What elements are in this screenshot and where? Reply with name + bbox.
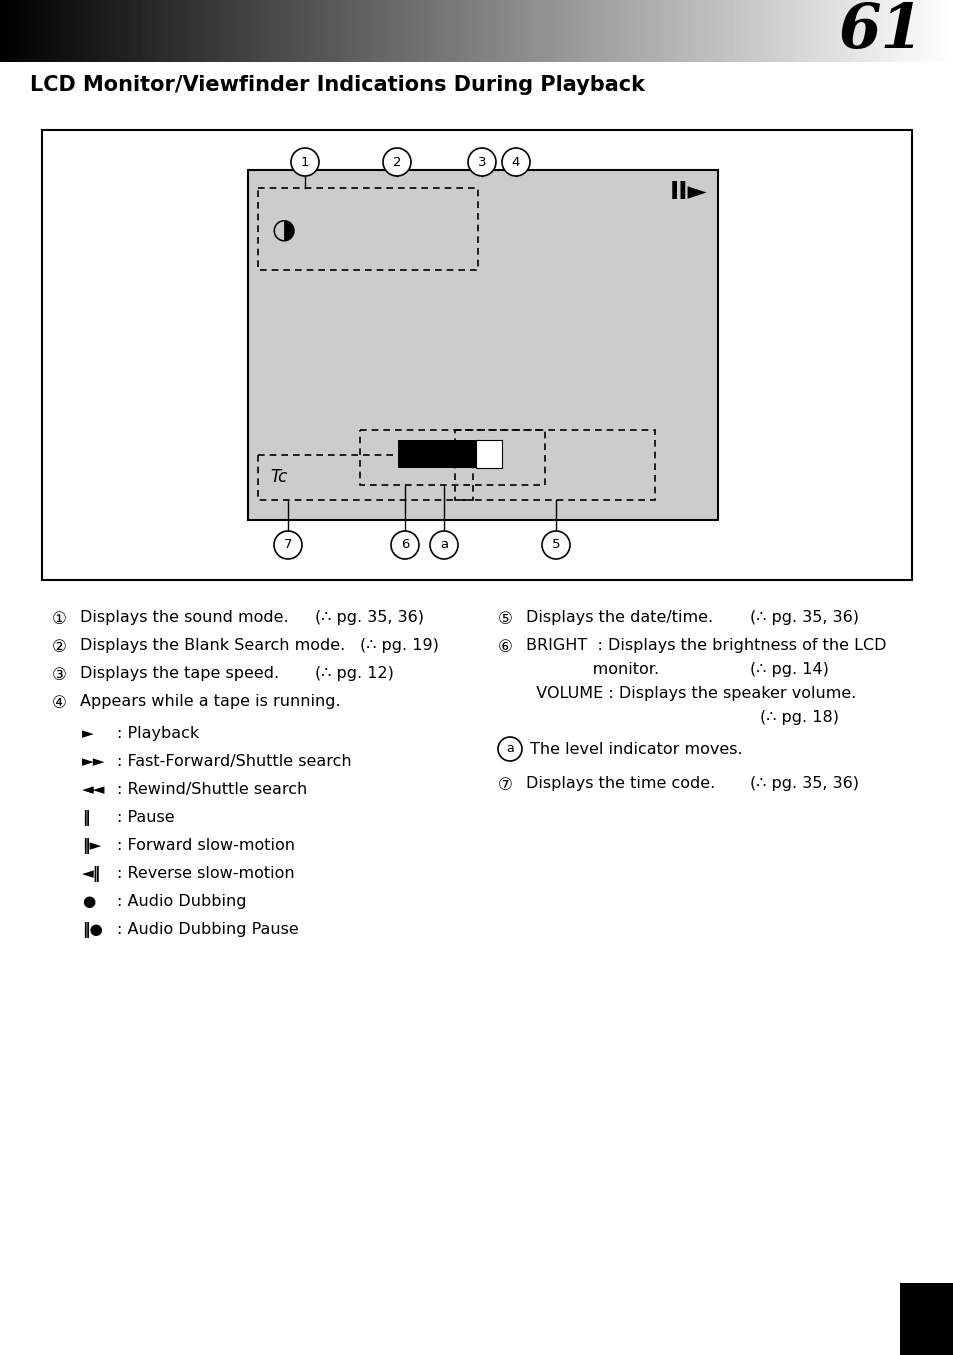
Text: LCD Monitor/Viewfinder Indications During Playback: LCD Monitor/Viewfinder Indications Durin… [30,75,644,95]
Text: ⑤: ⑤ [497,610,513,627]
Text: ①: ① [52,610,67,627]
Text: Displays the Blank Search mode.: Displays the Blank Search mode. [80,638,345,653]
Text: ►: ► [82,726,93,741]
Text: 1: 1 [300,156,309,168]
Text: ‖●: ‖● [82,921,103,938]
Text: ‖►: ‖► [82,837,101,854]
Circle shape [541,531,569,560]
Text: : Forward slow-motion: : Forward slow-motion [117,837,294,854]
Circle shape [497,737,521,762]
Text: a: a [439,538,448,551]
Text: (∴ pg. 35, 36): (∴ pg. 35, 36) [749,610,858,625]
Circle shape [430,531,457,560]
Text: ►►: ►► [82,753,106,770]
Text: 6: 6 [400,538,409,551]
Circle shape [382,148,411,176]
Text: : Reverse slow-motion: : Reverse slow-motion [117,866,294,881]
Text: Displays the time code.: Displays the time code. [525,776,715,791]
Text: Tc: Tc [270,469,287,486]
Circle shape [391,531,418,560]
Text: (∴ pg. 14): (∴ pg. 14) [749,663,828,678]
Text: (∴ pg. 19): (∴ pg. 19) [359,638,438,653]
Text: : Pause: : Pause [117,810,174,825]
Text: ‖: ‖ [82,810,90,827]
Text: : Fast-Forward/Shuttle search: : Fast-Forward/Shuttle search [117,753,352,770]
Text: (∴ pg. 35, 36): (∴ pg. 35, 36) [749,776,858,791]
Text: ②: ② [52,638,67,656]
Text: Appears while a tape is running.: Appears while a tape is running. [80,694,340,709]
Bar [248,169,718,520]
Text: monitor.: monitor. [525,663,659,678]
Text: The level indicator moves.: The level indicator moves. [530,743,741,757]
Text: ◄◄: ◄◄ [82,782,106,797]
Text: ⑦: ⑦ [497,776,513,794]
Bar [359,430,544,485]
Text: 2: 2 [393,156,401,168]
Text: ④: ④ [52,694,67,711]
Text: 4: 4 [511,156,519,168]
Circle shape [291,148,318,176]
Text: Displays the tape speed.: Displays the tape speed. [80,667,279,682]
Text: 61: 61 [838,1,923,61]
Text: BRIGHT  : Displays the brightness of the LCD: BRIGHT : Displays the brightness of the … [525,638,885,653]
Text: ◑: ◑ [272,215,295,243]
Circle shape [501,148,530,176]
Circle shape [274,531,302,560]
Text: : Audio Dubbing: : Audio Dubbing [117,894,246,909]
Bar [257,455,473,500]
Text: ⑥: ⑥ [497,638,513,656]
Text: (∴ pg. 12): (∴ pg. 12) [314,667,394,682]
Text: ◄‖: ◄‖ [82,866,101,882]
Text: 5: 5 [551,538,559,551]
Text: II►: II► [670,180,707,205]
Bar [42,130,911,580]
Text: : Audio Dubbing Pause: : Audio Dubbing Pause [117,921,298,938]
Bar [476,440,501,467]
Bar [455,430,655,500]
Text: a: a [506,743,514,756]
Bar [397,440,476,467]
Text: ③: ③ [52,667,67,684]
Text: VOLUME : Displays the speaker volume.: VOLUME : Displays the speaker volume. [525,686,856,701]
Circle shape [468,148,496,176]
Text: ●: ● [82,894,95,909]
Text: Displays the sound mode.: Displays the sound mode. [80,610,289,625]
Text: (∴ pg. 18): (∴ pg. 18) [760,710,838,725]
Text: 3: 3 [477,156,486,168]
Bar [257,188,477,270]
Text: 7: 7 [283,538,292,551]
Bar [899,1283,953,1355]
Text: : Rewind/Shuttle search: : Rewind/Shuttle search [117,782,307,797]
Text: Displays the date/time.: Displays the date/time. [525,610,713,625]
Text: (∴ pg. 35, 36): (∴ pg. 35, 36) [314,610,423,625]
Text: : Playback: : Playback [117,726,199,741]
